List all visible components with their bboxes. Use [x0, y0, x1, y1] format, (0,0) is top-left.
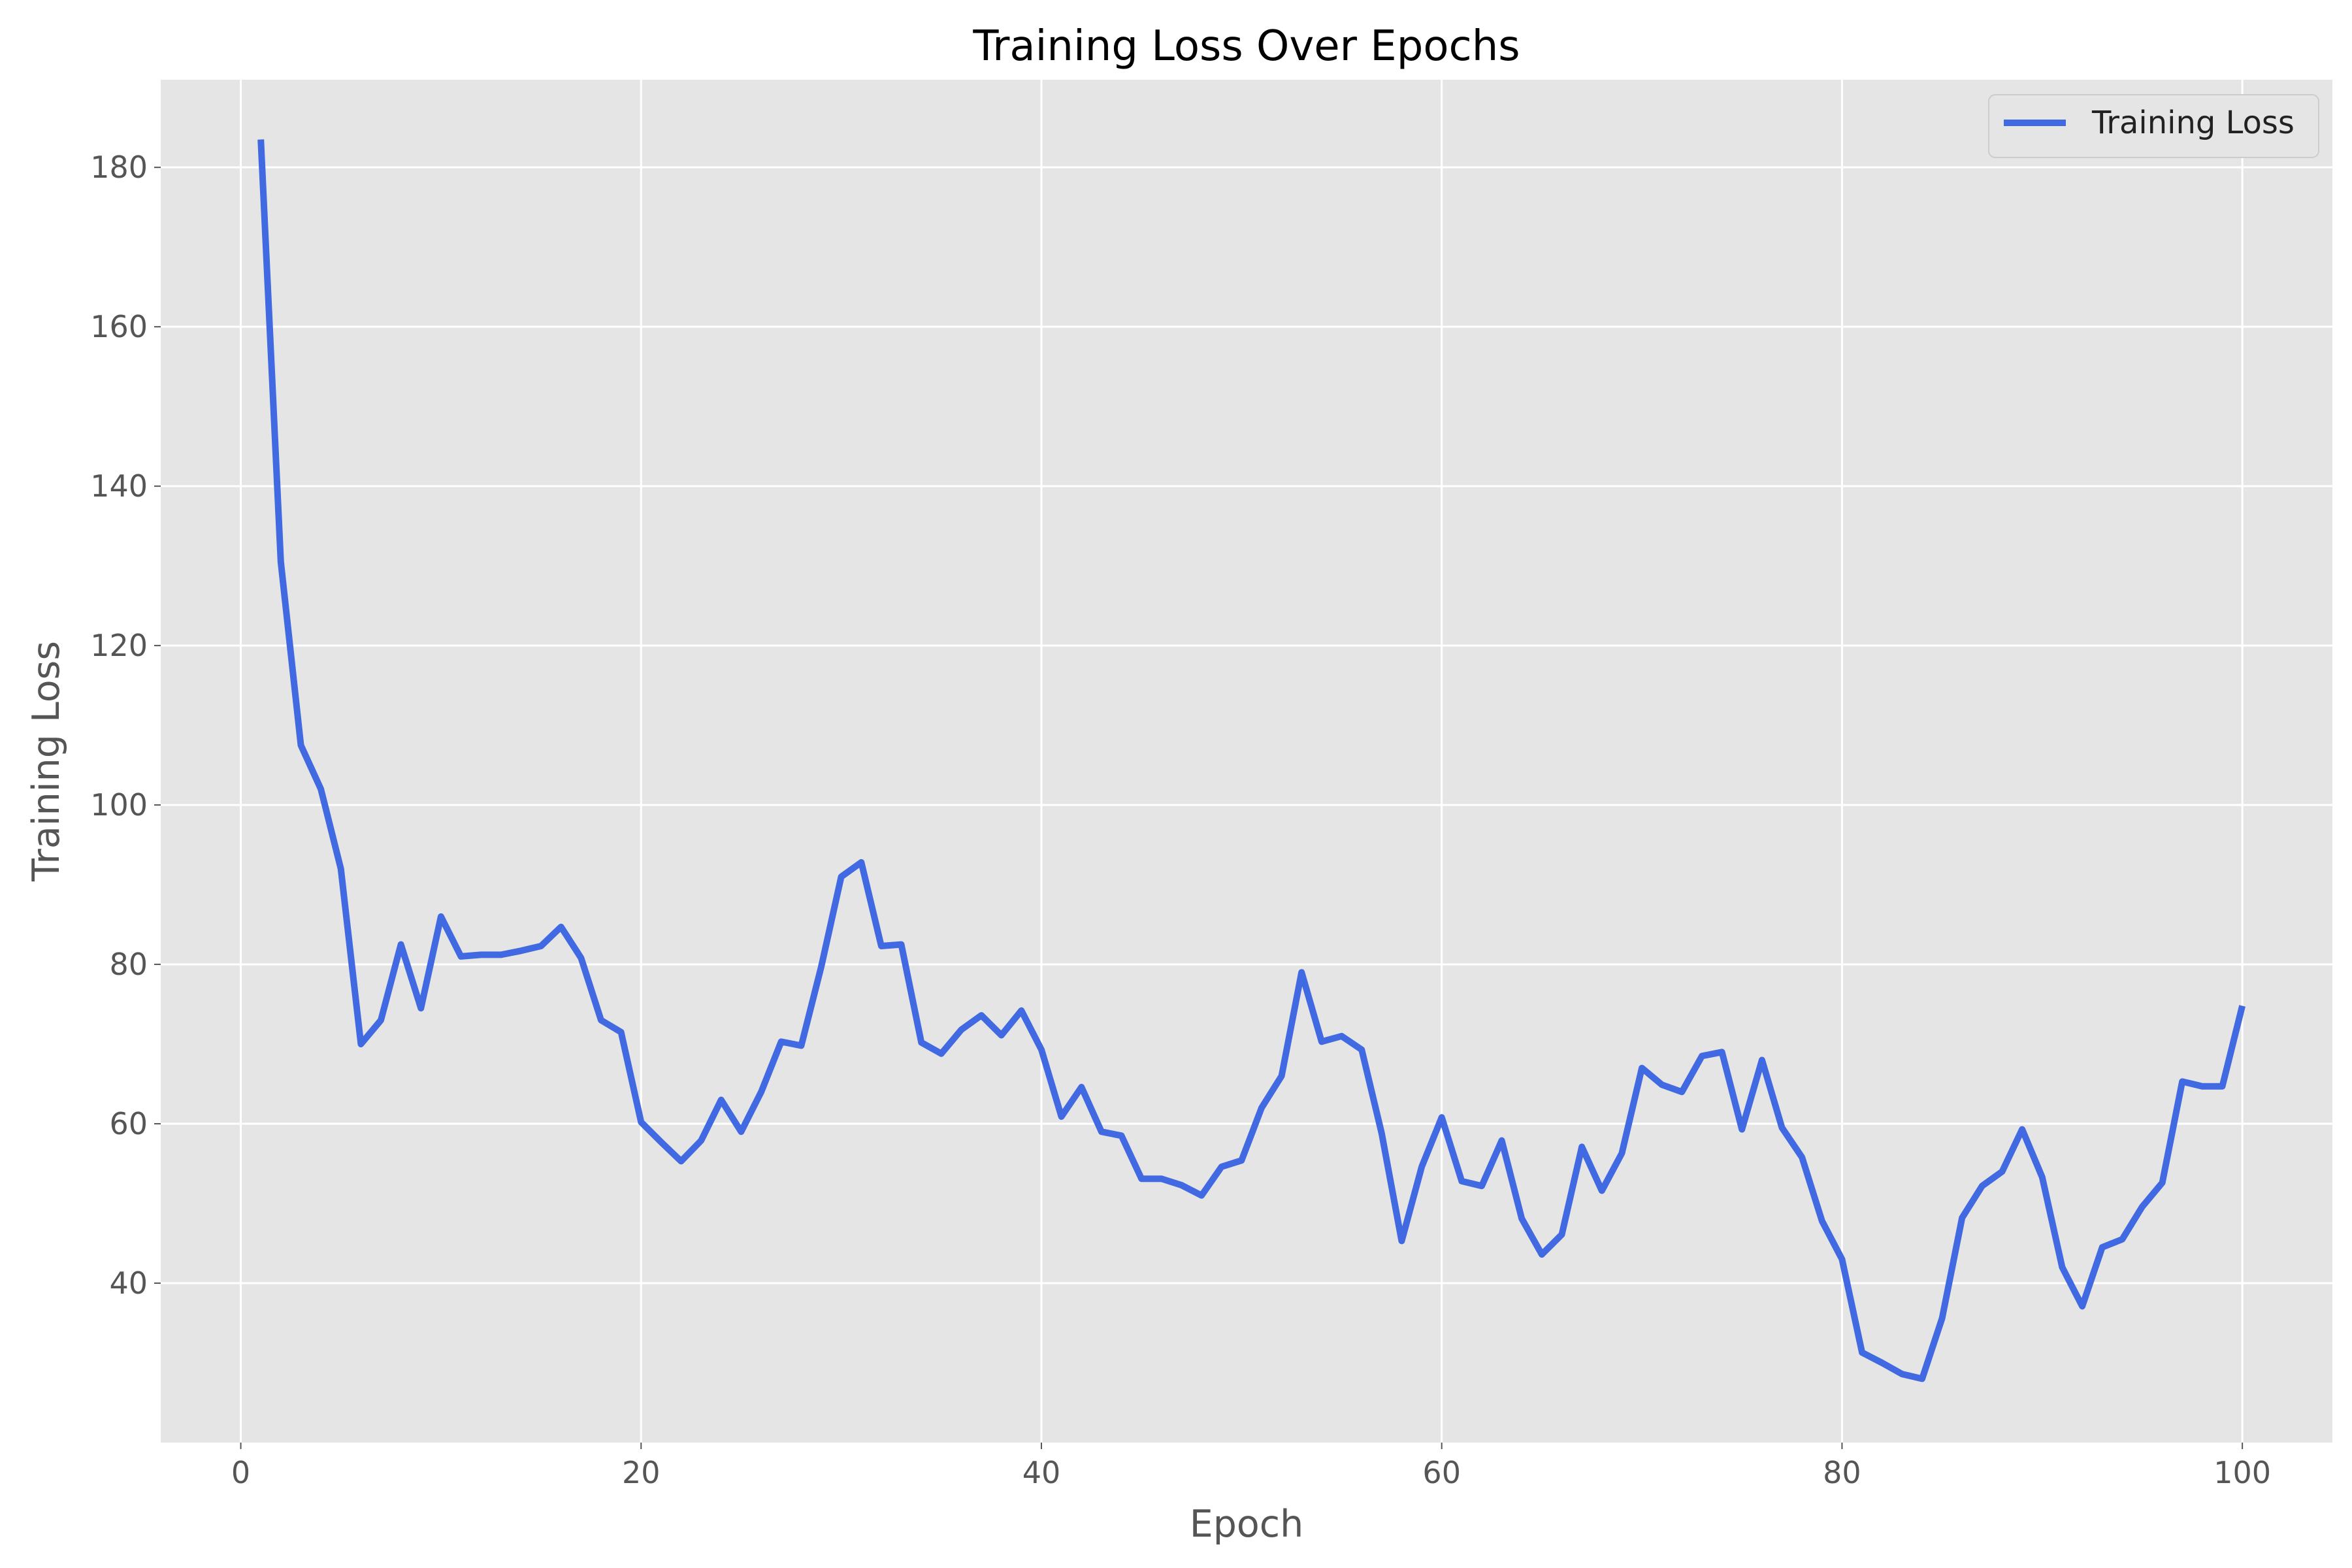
y-tick-label: 140 — [90, 468, 148, 504]
x-tick-label: 0 — [231, 1455, 250, 1490]
legend-label: Training Loss — [2091, 105, 2295, 141]
grid-lines — [161, 80, 2332, 1443]
y-tick-label: 120 — [90, 628, 148, 663]
x-tick-label: 20 — [622, 1455, 661, 1490]
legend-box — [1988, 94, 2319, 158]
x-tick-label: 40 — [1022, 1455, 1061, 1490]
series-layer — [257, 139, 2246, 1382]
y-tick-label: 60 — [109, 1106, 148, 1141]
chart-title: Training Loss Over Epochs — [972, 22, 1520, 71]
y-tick-label: 100 — [90, 787, 148, 823]
plot-area — [161, 80, 2332, 1443]
x-tick-label: 60 — [1422, 1455, 1461, 1490]
series-line-training-loss — [257, 139, 2246, 1382]
y-tick-label: 180 — [90, 150, 148, 185]
y-tick-label: 80 — [109, 947, 148, 982]
y-tick-label: 40 — [109, 1266, 148, 1301]
legend: Training Loss — [1988, 94, 2319, 158]
y-tick-label: 160 — [90, 309, 148, 344]
x-axis-label: Epoch — [1190, 1503, 1304, 1546]
axis-ticks: 0 20 40 60 80 100 40 60 80 100 120 140 160 180 — [90, 150, 2271, 1490]
y-axis-label: Training Loss — [25, 641, 68, 882]
x-tick-label: 80 — [1823, 1455, 1861, 1490]
x-tick-label: 100 — [2213, 1455, 2271, 1490]
